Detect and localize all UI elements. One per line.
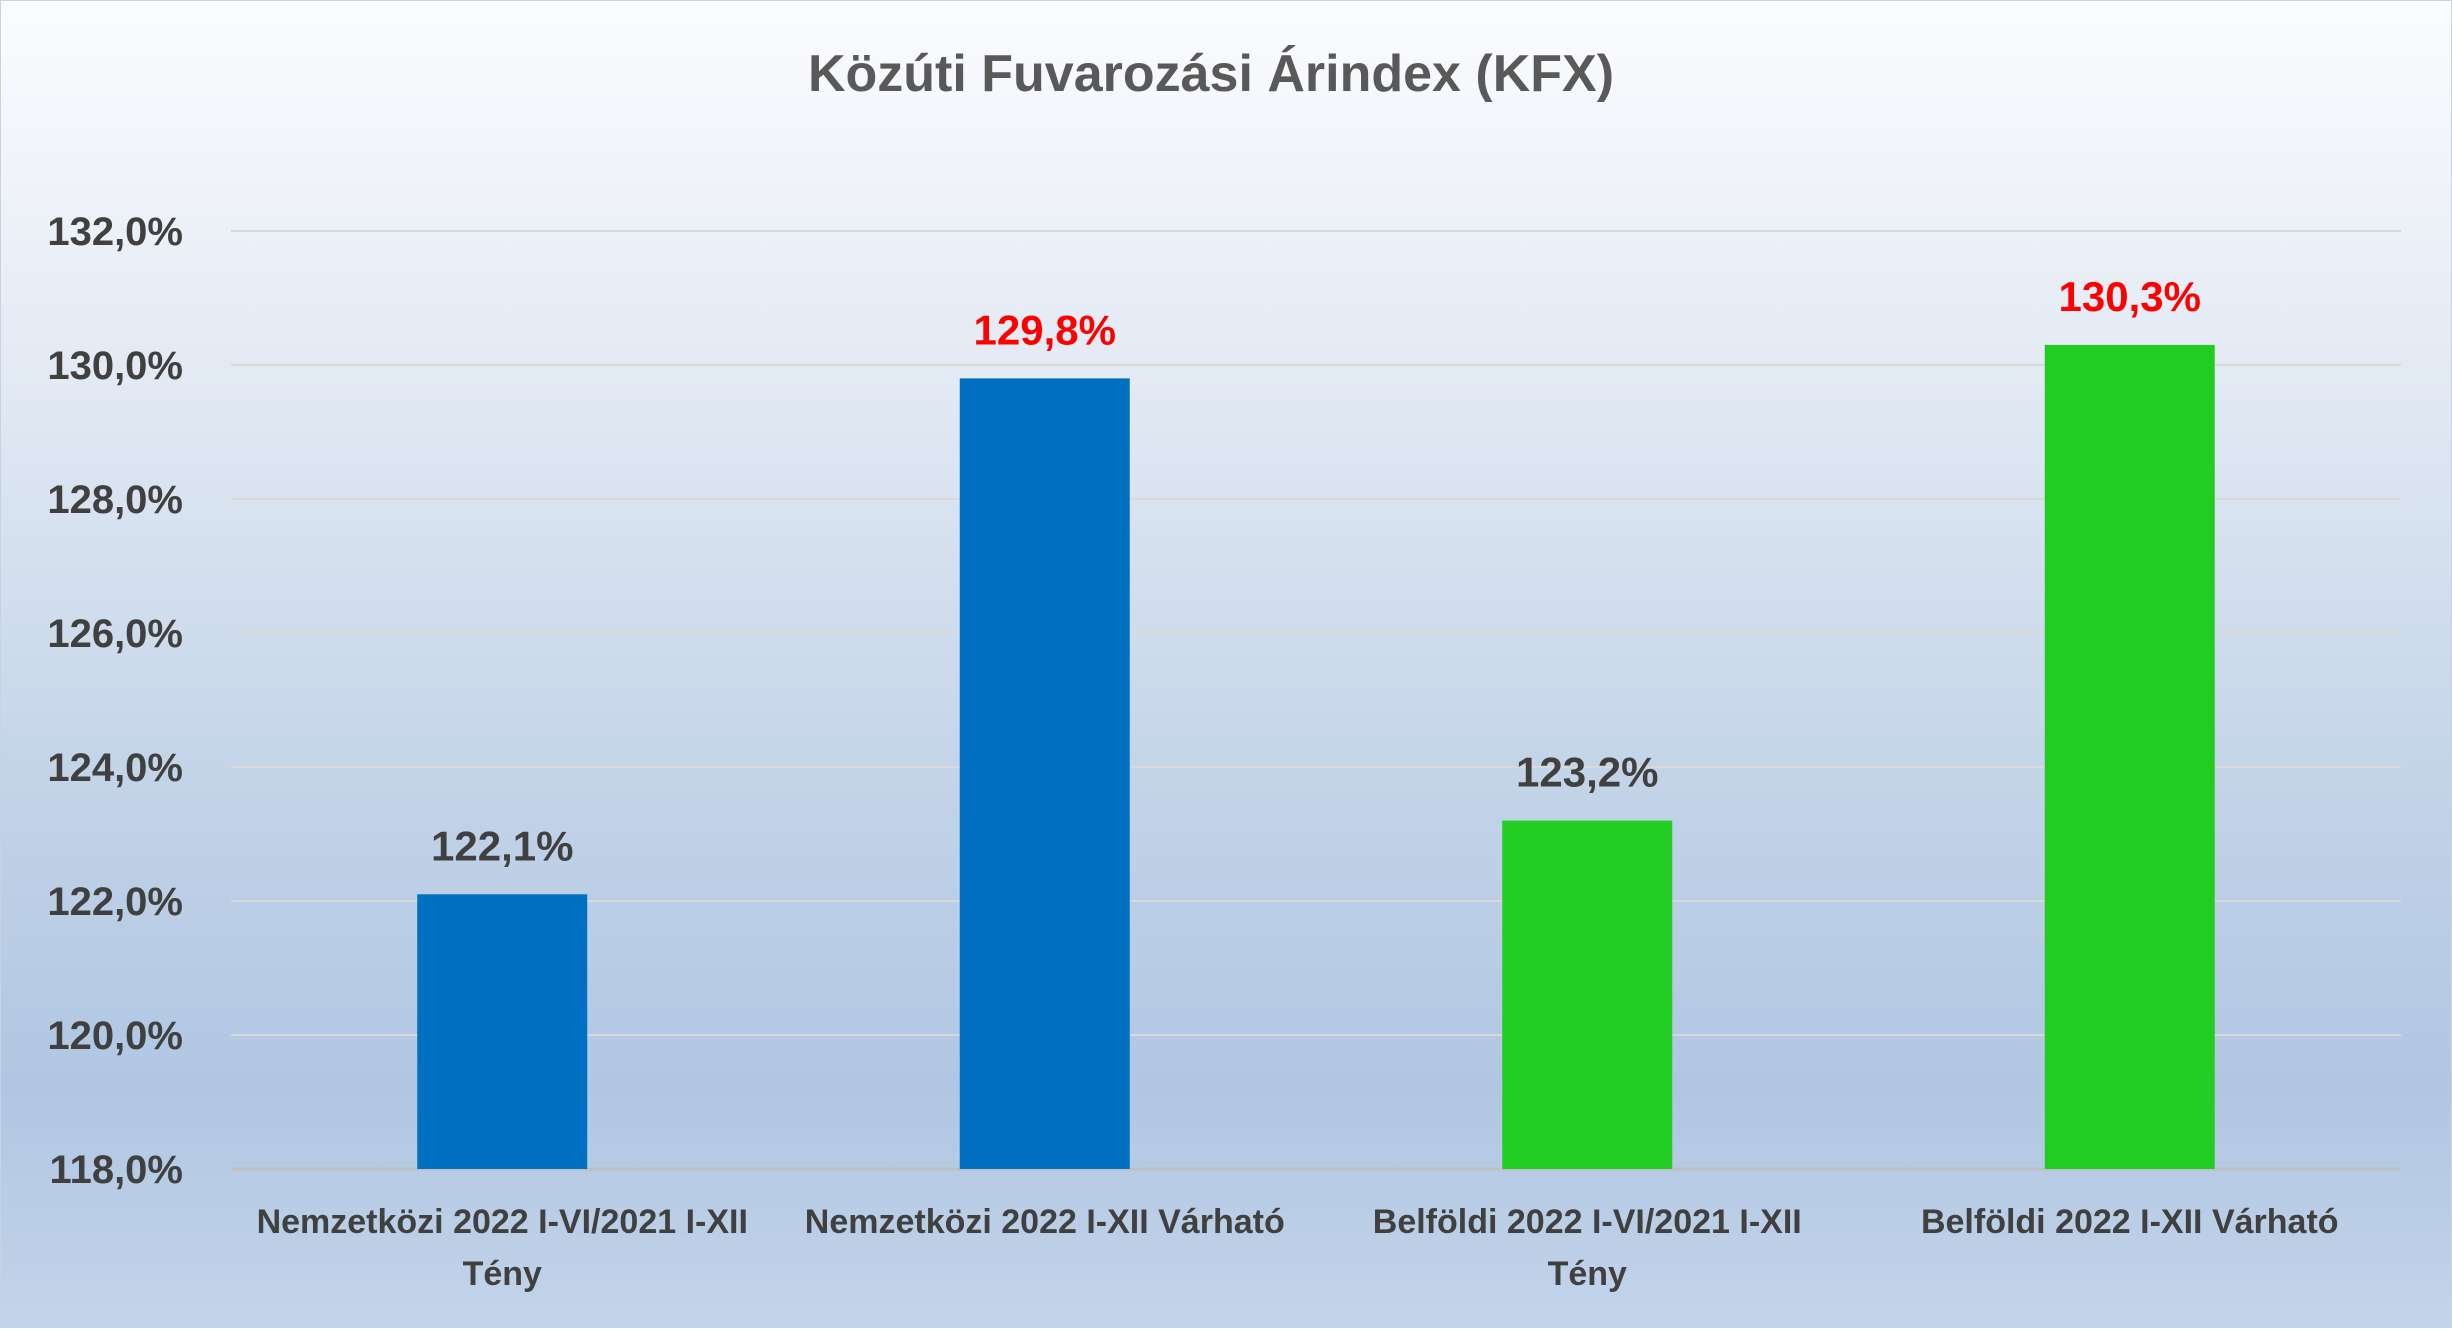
x-category-label: Tény — [1548, 1255, 1627, 1293]
y-axis: 118,0% 120,0% 122,0% 124,0% 126,0% 128,0% 130,… — [47, 210, 183, 1192]
y-tick-label: 126,0% — [47, 612, 183, 656]
gridlines — [231, 230, 2401, 1171]
data-label: 129,8% — [974, 306, 1116, 353]
data-labels: 122,1% 129,8% 123,2% 130,3% — [431, 273, 2201, 869]
bar — [1502, 820, 1673, 1169]
y-tick-label: 120,0% — [47, 1014, 183, 1058]
y-tick-label: 128,0% — [47, 478, 183, 522]
data-label: 130,3% — [2059, 273, 2201, 320]
chart-title: Közúti Fuvarozási Árindex (KFX) — [808, 45, 1614, 103]
y-tick-label: 122,0% — [47, 880, 183, 924]
x-axis: Nemzetközi 2022 I-VI/2021 I-XII Tény Nemze… — [257, 1203, 2339, 1293]
bar — [2044, 344, 2215, 1169]
y-tick-label: 132,0% — [47, 210, 183, 254]
data-label: 123,2% — [1516, 749, 1658, 796]
x-category-label: Belföldi 2022 I-VI/2021 I-XII — [1373, 1203, 1802, 1241]
y-tick-label: 130,0% — [47, 344, 183, 388]
y-tick-label: 118,0% — [50, 1148, 183, 1192]
bar — [417, 894, 588, 1169]
x-category-label: Nemzetközi 2022 I-XII Várható — [805, 1203, 1285, 1241]
x-category-label: Belföldi 2022 I-XII Várható — [1921, 1203, 2339, 1241]
data-label: 122,1% — [431, 822, 573, 869]
y-tick-label: 124,0% — [47, 746, 183, 790]
bars — [417, 344, 2215, 1169]
x-category-label: Nemzetközi 2022 I-VI/2021 I-XII — [257, 1203, 748, 1241]
bar — [959, 378, 1130, 1169]
x-category-label: Tény — [463, 1255, 542, 1293]
